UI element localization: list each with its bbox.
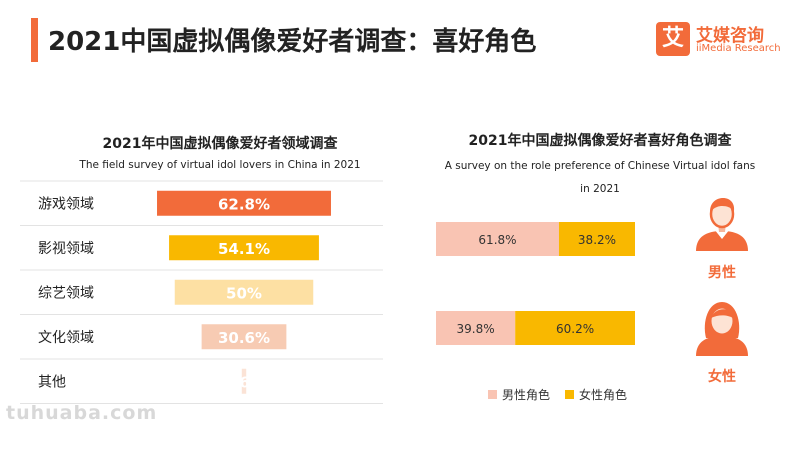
stacked-bar-segment [558, 222, 635, 256]
title-accent-bar [31, 18, 38, 62]
bar [201, 324, 287, 350]
data-label: 54.1% [218, 240, 270, 258]
data-label: 1.6% [223, 373, 265, 391]
left-chart-title: 2021年中国虚拟偶像爱好者领域调查 [102, 136, 338, 152]
category-label: 其他 [38, 374, 66, 390]
stacked-bar-segment [436, 311, 516, 345]
logo-subtitle: iiMedia Research [696, 43, 781, 54]
page-title: 2021中国虚拟偶像爱好者调查：喜好角色 [48, 27, 537, 57]
legend-swatch [488, 390, 497, 399]
data-label: 60.2% [556, 322, 594, 336]
data-label: 30.6% [218, 329, 270, 347]
left-chart-subtitle: The field survey of virtual idol lovers … [79, 159, 361, 171]
legend-swatch [565, 390, 574, 399]
data-label: 39.8% [457, 322, 495, 336]
category-label: 文化领域 [38, 330, 94, 346]
bar [241, 368, 247, 394]
stacked-bar-segment [436, 222, 559, 256]
right-chart-subtitle: A survey on the role preference of Chine… [444, 160, 756, 195]
watermark: tuhuaba.com [6, 402, 158, 424]
logo-icon: 艾 [656, 22, 690, 56]
category-label: 游戏领域 [38, 196, 94, 212]
female-avatar-icon [696, 302, 748, 356]
data-label: 50% [226, 284, 262, 302]
bar [157, 190, 331, 216]
data-label: 61.8% [478, 233, 516, 247]
bar [169, 235, 319, 261]
category-label: 影视领域 [38, 241, 94, 257]
legend-label: 男性角色 [502, 388, 550, 402]
bar [174, 279, 314, 305]
data-label: 38.2% [578, 233, 616, 247]
legend-label: 女性角色 [579, 387, 627, 402]
category-label: 男性 [708, 264, 736, 281]
male-avatar-icon [696, 198, 748, 251]
category-label: 综艺领域 [38, 285, 94, 301]
logo-name: 艾媒咨询 [696, 26, 764, 46]
data-label: 62.8% [218, 195, 270, 213]
right-chart-title: 2021年中国虚拟偶像爱好者喜好角色调查 [468, 133, 732, 149]
category-label: 女性 [708, 368, 736, 385]
brand-logo: 艾 艾媒咨询 iiMedia Research [656, 22, 796, 62]
stacked-bar-segment [515, 311, 635, 345]
